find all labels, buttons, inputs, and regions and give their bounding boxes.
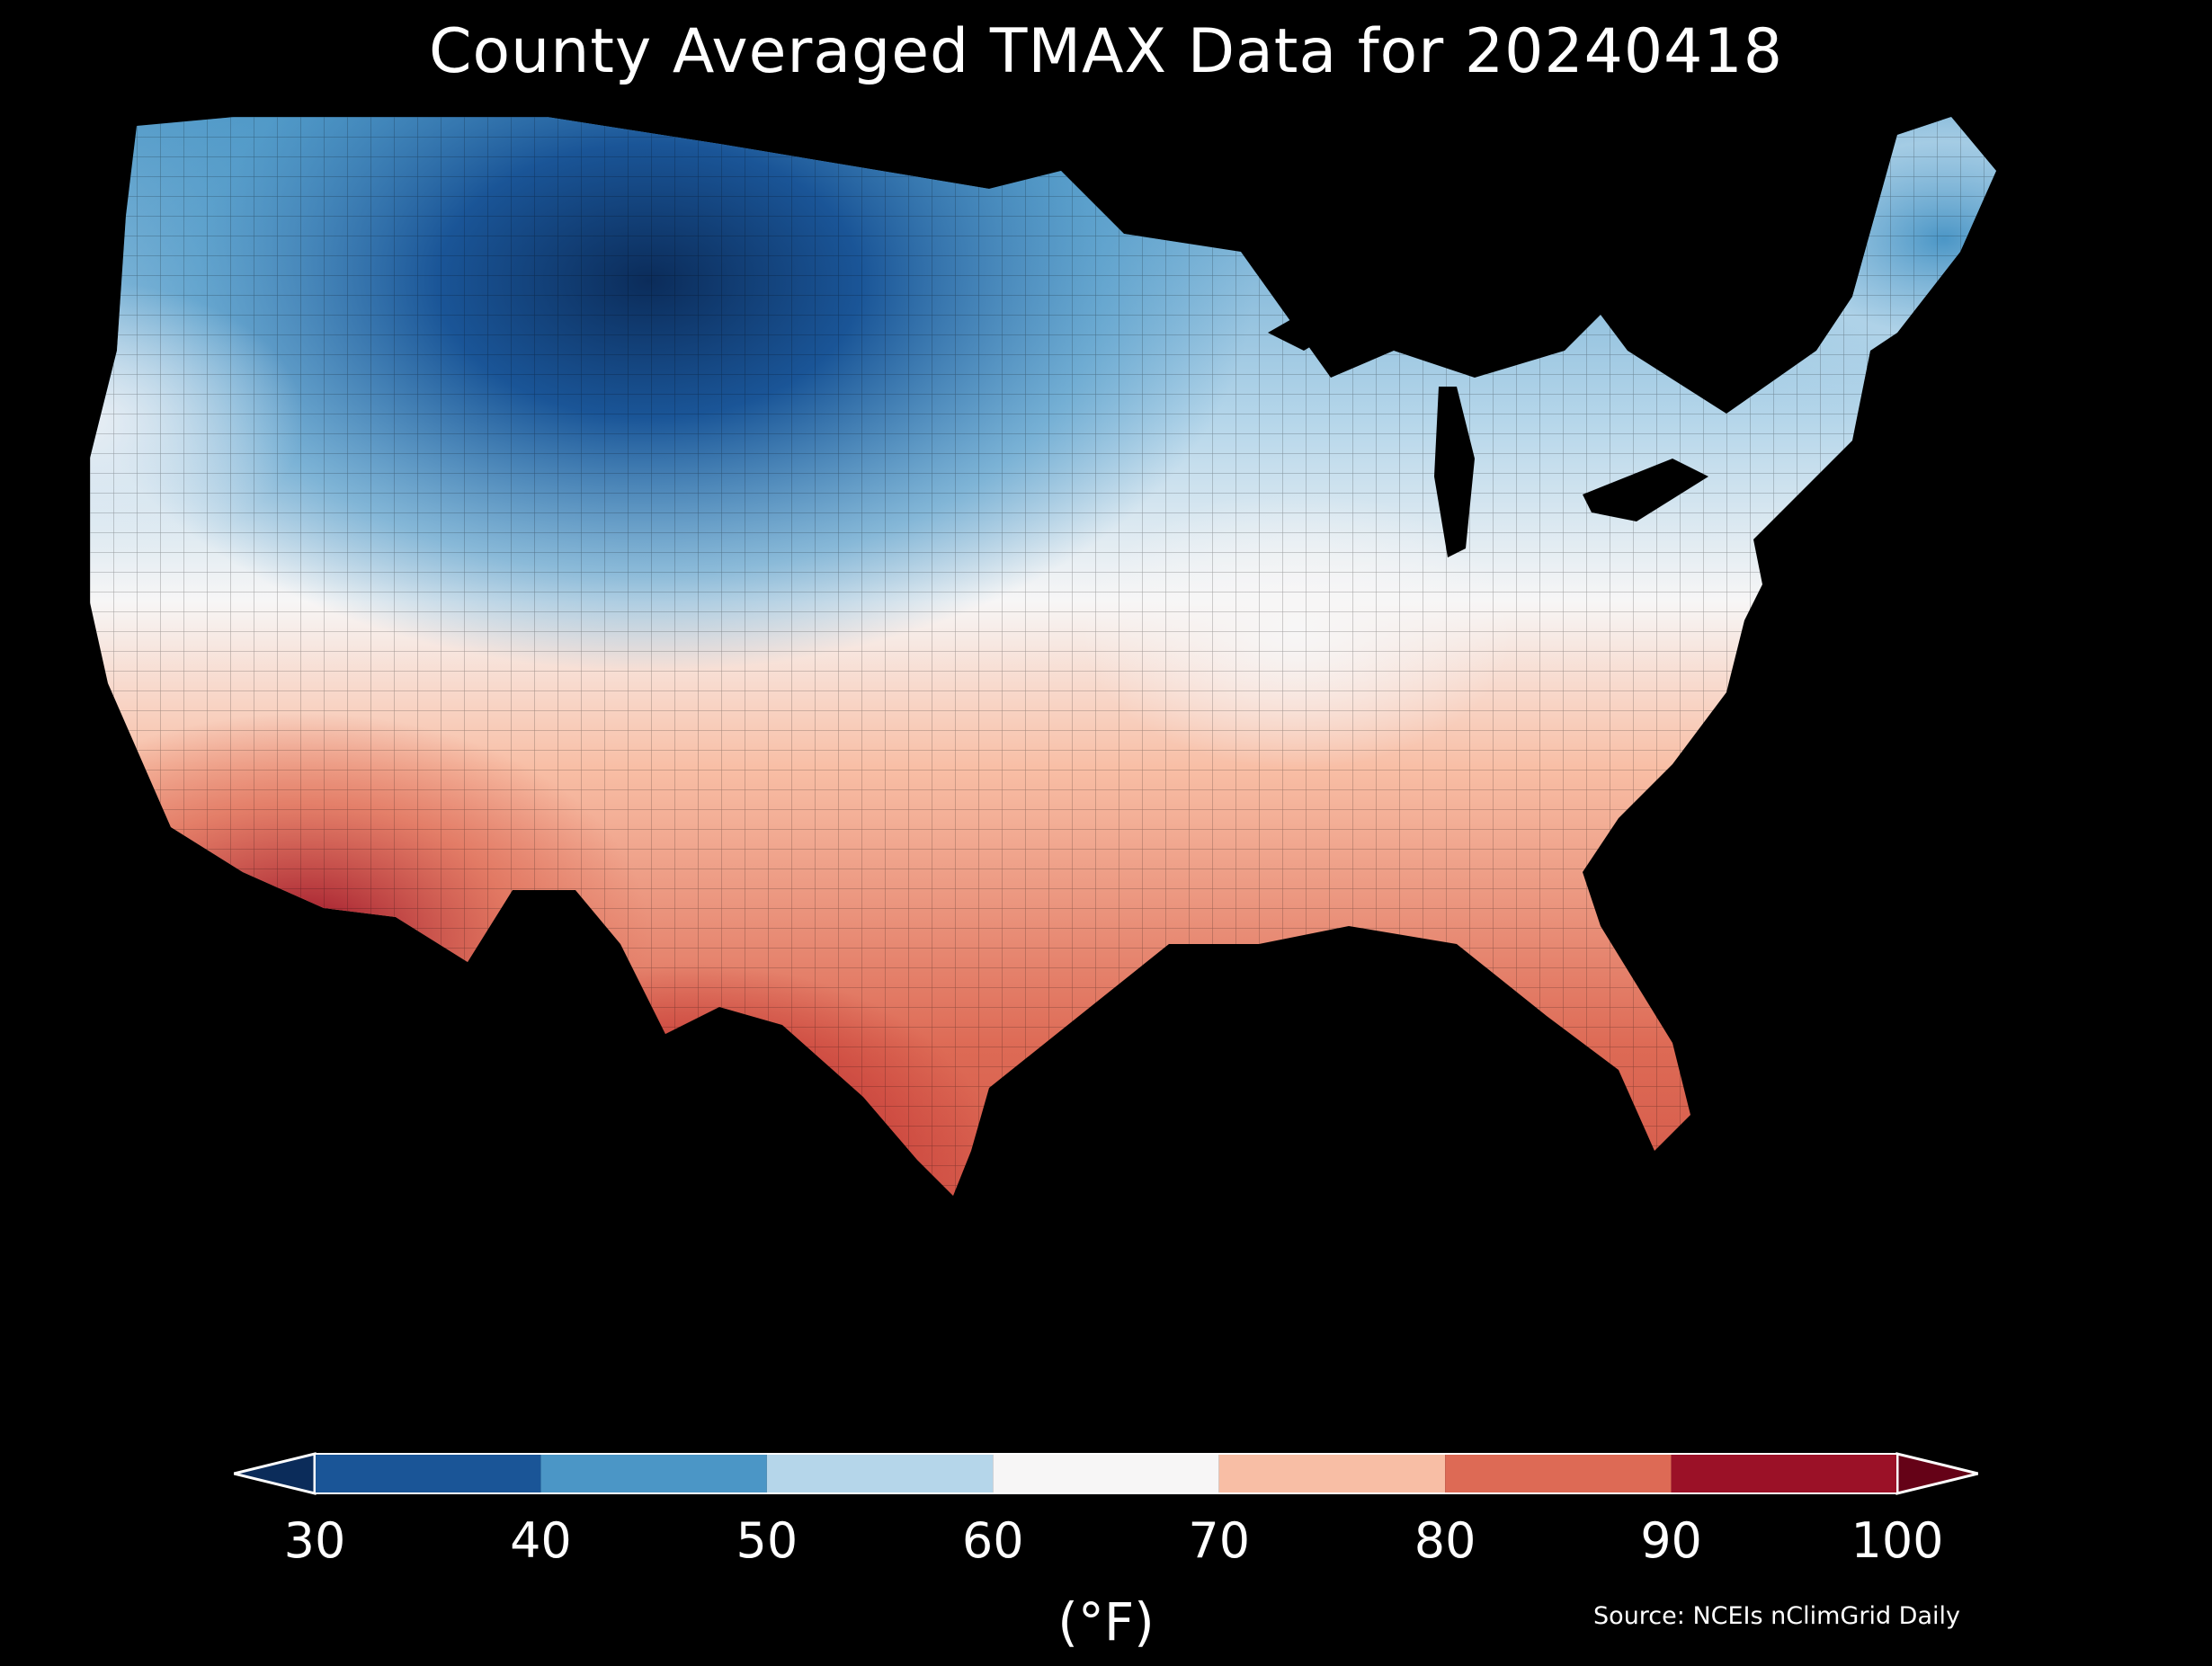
colorbar-tick-label: 80 — [1414, 1512, 1476, 1569]
source-label: Source: NCEIs nClimGrid Daily — [1593, 1602, 1960, 1630]
colorbar-under-triangle — [234, 1452, 317, 1495]
temperature-map — [90, 117, 1996, 1196]
colorbar-segment — [993, 1454, 1219, 1493]
colorbar-segment — [540, 1454, 767, 1493]
colorbar-segment — [315, 1454, 541, 1493]
colorbar-tick-label: 90 — [1640, 1512, 1702, 1569]
colorbar — [234, 1452, 1978, 1495]
colorbar-tick-label: 60 — [961, 1512, 1024, 1569]
map-title: County Averaged TMAX Data for 20240418 — [429, 16, 1783, 87]
colorbar-segment — [1445, 1454, 1672, 1493]
colorbar-outline — [314, 1453, 1898, 1494]
colorbar-over-triangle — [1895, 1452, 1978, 1495]
colorbar-tick-label: 50 — [736, 1512, 798, 1569]
lake-erie-huron — [1583, 459, 1708, 521]
colorbar-segment — [1218, 1454, 1446, 1493]
colorbar-tick-label: 100 — [1851, 1512, 1944, 1569]
lake-michigan — [1434, 387, 1475, 557]
colorbar-tick-label: 30 — [283, 1512, 346, 1569]
colorbar-segment — [1671, 1454, 1897, 1493]
colorbar-tick-label: 70 — [1188, 1512, 1251, 1569]
units-label: (°F) — [1057, 1591, 1155, 1653]
lake-superior — [1268, 270, 1385, 351]
colorbar-segment — [766, 1454, 994, 1493]
colorbar-tick-label: 40 — [510, 1512, 572, 1569]
